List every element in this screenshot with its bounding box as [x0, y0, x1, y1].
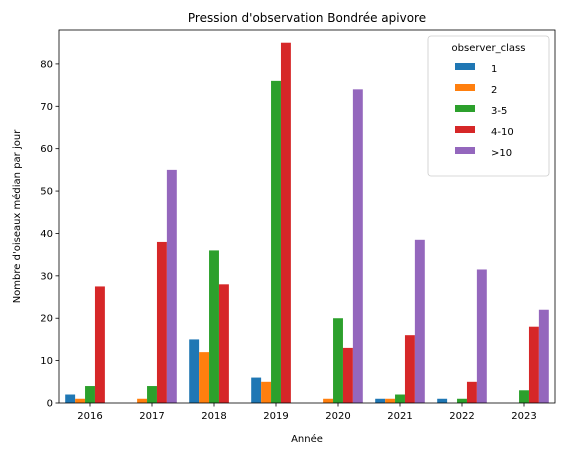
legend-box [427, 35, 550, 177]
legend: observer_class 1 2 3-5 4-10 >10 [427, 35, 550, 177]
bar-2-2017 [137, 398, 148, 403]
bar-410-2021 [404, 335, 415, 403]
y-axis-label: Nombre d'oiseaux médian par jour [11, 129, 23, 303]
y-tick-label: 10 [40, 356, 53, 367]
legend-swatch [455, 63, 475, 70]
x-axis-label: Année [291, 433, 323, 445]
y-tick-label: 20 [40, 314, 53, 325]
bar-2-2018 [199, 352, 210, 403]
bar-35-2022 [457, 398, 467, 403]
bar-410-2018 [218, 284, 229, 403]
bar-2-2019 [261, 381, 272, 403]
x-tick-label: 2016 [77, 411, 102, 422]
bar-10-2020 [352, 89, 363, 403]
plot-frame [58, 29, 556, 404]
legend-title: observer_class [452, 43, 526, 54]
bar-10-2017 [166, 169, 177, 404]
bar-410-2017 [156, 241, 167, 403]
y-tick-label: 30 [40, 271, 53, 282]
bar-410-2022 [466, 381, 477, 403]
bar-35-2020 [333, 318, 343, 403]
legend-swatch [455, 105, 475, 112]
bar-410-2020 [342, 347, 353, 403]
bar-10-2022 [476, 269, 487, 403]
axes-layer: 0 10 20 30 40 50 60 70 80 2016 2017 2018 2019 2020 202… [40, 29, 556, 422]
y-tick-label: 0 [47, 399, 53, 410]
y-tick-label: 40 [40, 229, 53, 240]
y-tick-label: 50 [40, 187, 53, 198]
bar-410-2023 [528, 326, 539, 403]
bar-2-2016 [75, 398, 86, 403]
chart-title: Pression d'observation Bondrée apivore [188, 11, 426, 25]
bar-35-2021 [395, 394, 405, 403]
y-tick-label: 60 [40, 144, 53, 155]
bar-2-2021 [385, 398, 396, 403]
legend-swatch [455, 126, 475, 133]
bar-1-2022 [437, 398, 448, 403]
legend-entry: 1 [491, 64, 497, 75]
x-tick-label: 2021 [387, 411, 412, 422]
bar-2-2020 [323, 398, 334, 403]
bar-35-2017 [147, 386, 157, 403]
legend-entry: 3-5 [491, 106, 507, 117]
bar-35-2019 [271, 80, 281, 404]
bar-1-2018 [189, 339, 200, 403]
legend-swatch [455, 147, 475, 154]
y-tick-label: 70 [40, 102, 53, 113]
legend-entry: 4-10 [491, 127, 514, 138]
x-tick-label: 2019 [263, 411, 288, 422]
x-tick-label: 2023 [511, 411, 536, 422]
x-tick-label: 2020 [325, 411, 350, 422]
bar-35-2023 [519, 390, 529, 403]
bar-35-2018 [209, 250, 219, 403]
legend-entry: 2 [491, 85, 497, 96]
x-tick-label: 2022 [449, 411, 474, 422]
bar-10-2023 [538, 309, 549, 403]
x-tick-label: 2018 [201, 411, 226, 422]
bar-35-2016 [85, 386, 95, 403]
bar-410-2019 [280, 42, 291, 403]
bar-410-2016 [94, 286, 105, 403]
x-tick-label: 2017 [139, 411, 164, 422]
bar-1-2016 [65, 394, 76, 403]
bar-1-2021 [375, 398, 386, 403]
legend-entry: >10 [491, 148, 512, 159]
bars-layer [65, 42, 549, 404]
bar-1-2019 [251, 377, 262, 403]
y-tick-label: 80 [40, 59, 53, 70]
legend-swatch [455, 84, 475, 91]
bar-10-2021 [414, 239, 425, 403]
